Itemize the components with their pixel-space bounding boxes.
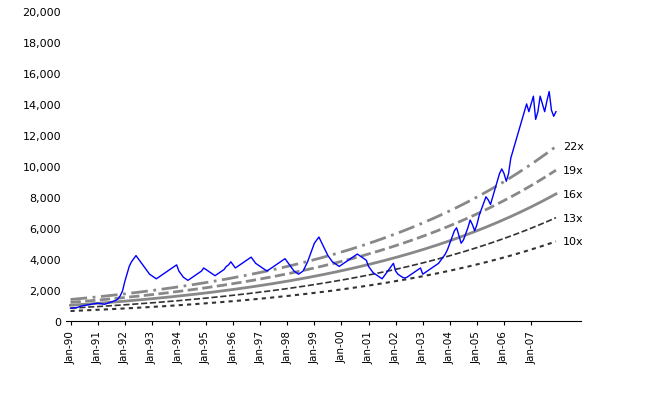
Text: 16x: 16x (563, 189, 583, 199)
Text: 13x: 13x (563, 213, 583, 223)
Text: 22x: 22x (563, 142, 583, 152)
Text: 19x: 19x (563, 166, 583, 176)
Text: 10x: 10x (563, 237, 583, 247)
